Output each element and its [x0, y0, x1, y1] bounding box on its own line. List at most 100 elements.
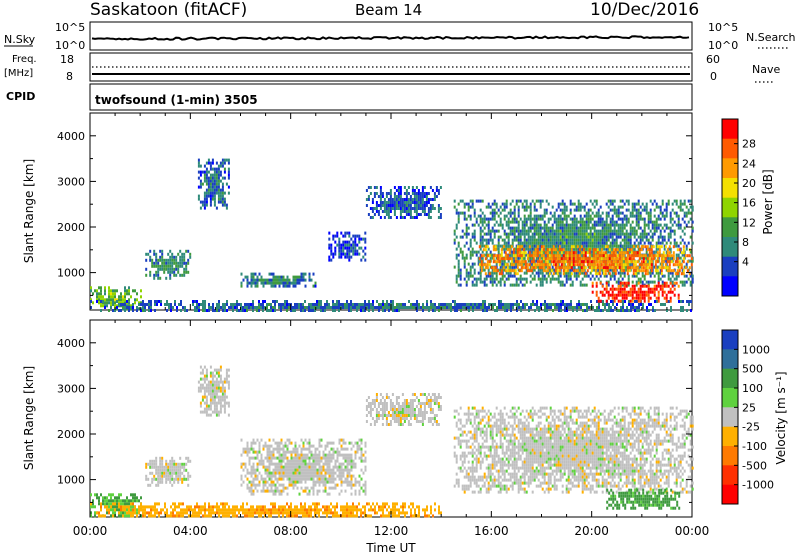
echo-cell: [611, 229, 614, 233]
echo-cell: [476, 306, 478, 309]
echo-cell: [304, 309, 306, 312]
echo-cell: [534, 266, 537, 270]
echo-cell: [112, 289, 114, 293]
echo-cell: [328, 231, 331, 235]
echo-cell: [517, 277, 520, 281]
echo-cell: [680, 251, 683, 255]
echo-cell: [187, 258, 190, 262]
echo-cell: [161, 468, 164, 472]
echo-cell: [644, 272, 647, 276]
echo-cell: [203, 179, 206, 183]
echo-cell: [217, 386, 220, 390]
echo-cell: [682, 306, 684, 309]
echo-cell: [202, 306, 204, 309]
echo-cell: [163, 471, 166, 475]
echo-cell: [635, 202, 638, 206]
echo-cell: [399, 207, 402, 210]
echo-cell: [635, 274, 638, 278]
echo-cell: [637, 214, 640, 218]
echo-cell: [665, 208, 668, 212]
echo-cell: [159, 462, 162, 466]
echo-cell: [622, 303, 624, 306]
echo-cell: [566, 303, 568, 306]
echo-cell: [681, 238, 684, 242]
echo-cell: [218, 300, 220, 303]
echo-cell: [625, 265, 628, 269]
echo-cell: [350, 306, 352, 309]
echo-cell: [503, 202, 506, 206]
echo-cell: [213, 407, 216, 411]
echo-cell: [256, 284, 259, 288]
echo-cell: [219, 194, 222, 198]
echo-cell: [691, 208, 694, 212]
echo-cell: [550, 306, 552, 309]
echo-cell: [540, 248, 543, 252]
echo-cell: [408, 300, 410, 303]
echo-cell: [432, 309, 434, 312]
echo-cell: [468, 309, 470, 312]
echo-cell: [542, 257, 545, 261]
echo-cell: [602, 263, 605, 267]
echo-cell: [495, 220, 498, 224]
echo-cell: [415, 204, 418, 207]
echo-cell: [469, 274, 472, 278]
echo-cell: [197, 158, 200, 162]
echo-cell: [586, 257, 589, 261]
echo-cell: [657, 235, 660, 239]
echo-cell: [539, 205, 542, 209]
echo-cell: [393, 210, 396, 213]
echo-cell: [514, 272, 517, 276]
echo-cell: [108, 301, 110, 305]
echo-cell: [209, 374, 212, 378]
echo-cell: [401, 210, 404, 213]
echo-cell: [386, 303, 388, 306]
echo-cell: [613, 277, 616, 281]
echo-cell: [690, 300, 692, 303]
echo-cell: [300, 303, 302, 306]
echo-cell: [330, 252, 333, 256]
echo-cell: [509, 265, 512, 269]
echo-cell: [515, 283, 518, 287]
echo-cell: [438, 303, 440, 306]
echo-cell: [304, 278, 307, 282]
echo-cell: [209, 173, 212, 177]
echo-cell: [633, 290, 636, 294]
echo-cell: [558, 260, 561, 264]
echo-cell: [606, 245, 609, 249]
echo-cell: [654, 263, 657, 267]
echo-cell: [503, 280, 506, 284]
echo-cell: [169, 249, 172, 253]
echo-cell: [513, 271, 516, 275]
echo-cell: [549, 259, 552, 263]
echo-cell: [548, 272, 551, 276]
echo-cell: [621, 199, 624, 203]
echo-cell: [469, 238, 472, 242]
echo-cell: [399, 192, 402, 195]
echo-cell: [649, 271, 652, 275]
echo-cell: [642, 257, 645, 261]
echo-cell: [268, 303, 270, 306]
echo-cell: [595, 214, 598, 218]
echo-cell: [601, 220, 604, 224]
echo-cell: [350, 300, 352, 303]
echo-cell: [539, 277, 542, 281]
echo-cell: [575, 205, 578, 209]
echo-cell: [175, 477, 178, 481]
echo-cell: [566, 254, 569, 258]
echo-cell: [106, 502, 108, 506]
echo-cell: [627, 220, 630, 224]
echo-cell: [288, 281, 291, 285]
echo-cell: [215, 377, 218, 381]
echo-cell: [596, 263, 599, 267]
echo-cell: [173, 480, 176, 484]
echo-cell: [573, 265, 576, 269]
echo-cell: [543, 208, 546, 212]
echo-cell: [501, 238, 504, 242]
echo-cell: [656, 257, 659, 261]
echo-cell: [636, 300, 638, 303]
echo-cell: [223, 392, 226, 396]
echo-cell: [672, 251, 675, 255]
echo-cell: [656, 269, 659, 273]
echo-cell: [591, 217, 594, 221]
echo-cell: [570, 251, 573, 255]
